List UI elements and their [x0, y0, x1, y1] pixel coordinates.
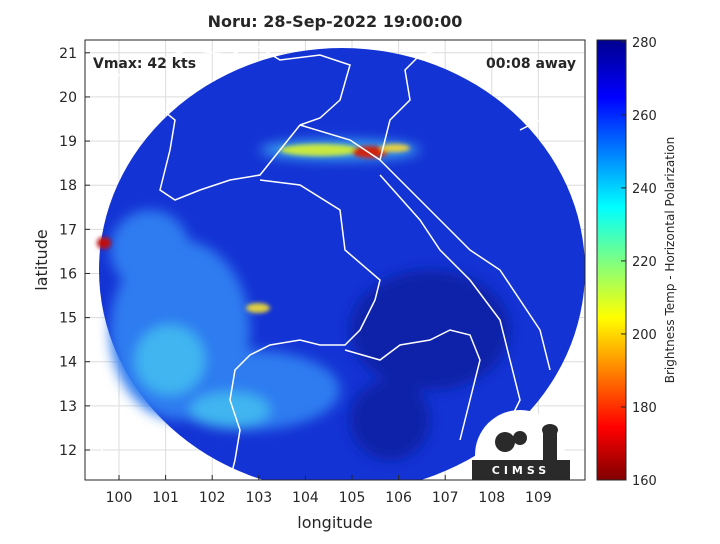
plot-frame: [84, 39, 586, 481]
x-tick-label: 107: [432, 490, 459, 506]
x-tick-label: 103: [245, 490, 272, 506]
brightness-swath: [85, 44, 585, 480]
logo-text: CIMSS: [492, 464, 550, 477]
colorbar-label: Brightness Temp - Horizontal Polarizatio…: [663, 137, 677, 384]
x-axis-label: longitude: [297, 513, 372, 532]
time-annotation: 00:08 away: [486, 56, 576, 72]
x-tick-label: 109: [525, 490, 552, 506]
x-tick-label: 105: [339, 490, 366, 506]
x-tick-label: 100: [106, 490, 133, 506]
title: Noru: 28-Sep-2022 19:00:00: [208, 12, 463, 31]
y-tick-label: 14: [59, 355, 77, 371]
x-tick-label: 101: [152, 490, 179, 506]
colorbar: [596, 39, 627, 481]
y-tick-label: 18: [59, 178, 77, 194]
colorbar-tick-label: 260: [632, 109, 657, 124]
y-tick-label: 12: [59, 443, 77, 459]
colorbar-tick-label: 200: [632, 328, 657, 343]
x-tick-label: 106: [385, 490, 412, 506]
colorbar-tick-label: 280: [632, 36, 657, 51]
cimss-logo: CIMSS: [472, 410, 570, 500]
y-tick-label: 16: [59, 266, 77, 282]
colorbar-tick-label: 220: [632, 255, 657, 270]
y-tick-label: 21: [59, 46, 77, 62]
x-tick-label: 108: [478, 490, 505, 506]
y-axis-label: latitude: [32, 229, 51, 290]
x-tick-label: 104: [292, 490, 319, 506]
y-tick-label: 15: [59, 311, 77, 327]
colorbar-tick-label: 240: [632, 182, 657, 197]
y-tick-label: 13: [59, 399, 77, 415]
y-tick-label: 17: [59, 222, 77, 238]
vmax-annotation: Vmax: 42 kts: [93, 56, 196, 72]
x-tick-label: 102: [199, 490, 226, 506]
y-tick-label: 19: [59, 134, 77, 150]
colorbar-tick-label: 180: [632, 401, 657, 416]
colorbar-tick-label: 160: [632, 474, 657, 489]
y-tick-label: 20: [59, 90, 77, 106]
